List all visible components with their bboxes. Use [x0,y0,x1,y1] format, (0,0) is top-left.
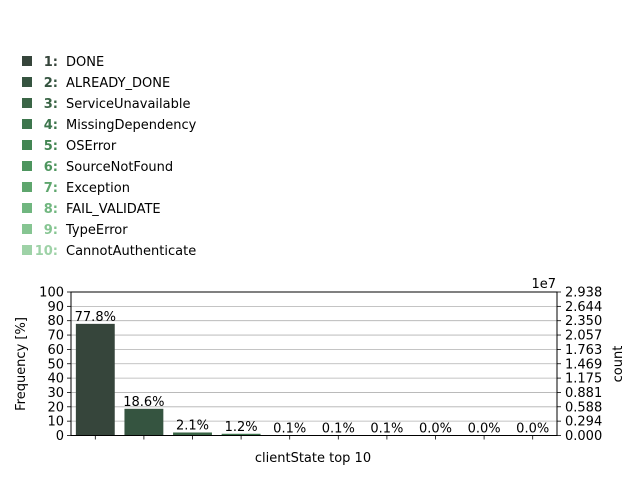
y-tick-label: 10 [47,415,64,430]
bar-value-label: 18.6% [123,395,164,410]
bar-value-label: 0.0% [468,422,501,437]
y2-tick-label: 2.350 [565,314,602,329]
y2-axis-label: count [611,346,626,383]
y2-tick-label: 0.881 [565,386,602,401]
bar-value-labels: 77.8% 18.6% 2.1% 1.2% 0.1% 0.1% 0.1% 0.0% 0.0% 0.… [75,310,550,437]
legend-swatch [22,182,32,192]
legend-swatch [22,140,32,150]
legend-swatch [22,56,32,66]
y2-axis-ticks: 0.0000.2940.5880.8811.1751.4691.7632.057… [557,286,602,444]
y2-tick-label: 0.000 [565,429,602,444]
bar-value-label: 0.1% [322,421,355,436]
bar [75,323,115,436]
bar-value-label: 0.0% [516,422,549,437]
y-tick-label: 40 [47,372,64,387]
y-tick-label: 60 [47,343,64,358]
bar-value-label: 0.1% [273,421,306,436]
legend-id: 6: [44,160,58,175]
legend-label: SourceNotFound [66,160,173,175]
y2-tick-label: 2.938 [565,286,602,301]
legend-id: 1: [44,55,58,70]
y2-tick-label: 1.469 [565,357,602,372]
bar [221,433,261,436]
y-tick-label: 70 [47,329,64,344]
bar-value-label: 2.1% [176,418,209,433]
legend-id: 2: [44,76,58,91]
x-axis-label: clientState top 10 [255,451,371,466]
y2-tick-label: 2.057 [565,329,602,344]
x-axis-ticks [94,435,534,440]
bar-value-label: 0.0% [419,422,452,437]
legend-swatch [22,77,32,87]
bar-value-label: 77.8% [75,310,116,325]
legend-swatch [22,161,32,171]
legend-id: 8: [44,202,58,217]
legend-swatch [22,119,32,129]
legend-label: FAIL_VALIDATE [66,202,161,217]
legend-label: DONE [66,55,104,70]
bar-value-label: 1.2% [225,420,258,435]
legend-id: 4: [44,118,58,133]
y2-tick-label: 1.175 [565,372,602,387]
legend-label: CannotAuthenticate [66,244,196,259]
legend-label: ALREADY_DONE [66,76,170,91]
legend-label: TypeError [65,223,128,238]
bar-value-label: 0.1% [370,421,403,436]
y2-tick-label: 0.588 [565,400,602,415]
legend-label: OSError [66,139,117,154]
legend-label: MissingDependency [66,118,197,133]
y-tick-label: 0 [56,429,64,444]
y-tick-label: 20 [47,400,64,415]
y2-tick-label: 1.763 [565,343,602,358]
legend-swatch [22,203,32,213]
legend-id: 3: [44,97,58,112]
legend-id: 10: [35,244,58,259]
y2-tick-label: 2.644 [565,300,602,315]
legend-swatch [22,245,32,255]
y2-axis-multiplier: 1e7 [531,277,556,292]
y-tick-label: 80 [47,314,64,329]
legend: 1: DONE 2: ALREADY_DONE 3: ServiceUnavailable… [22,55,197,259]
bar [173,432,212,436]
bars [75,323,407,436]
y-tick-label: 100 [39,286,64,301]
y-tick-label: 50 [47,357,64,372]
legend-id: 9: [44,223,58,238]
legend-swatch [22,98,32,108]
legend-swatch [22,224,32,234]
legend-id: 5: [44,139,58,154]
y-axis-label: Frequency [%] [14,317,29,411]
y2-tick-label: 0.294 [565,415,602,430]
y-tick-label: 30 [47,386,64,401]
bar [124,408,164,436]
legend-label: Exception [66,181,130,196]
legend-id: 7: [44,181,58,196]
y-tick-label: 90 [47,300,64,315]
legend-label: ServiceUnavailable [66,97,190,112]
